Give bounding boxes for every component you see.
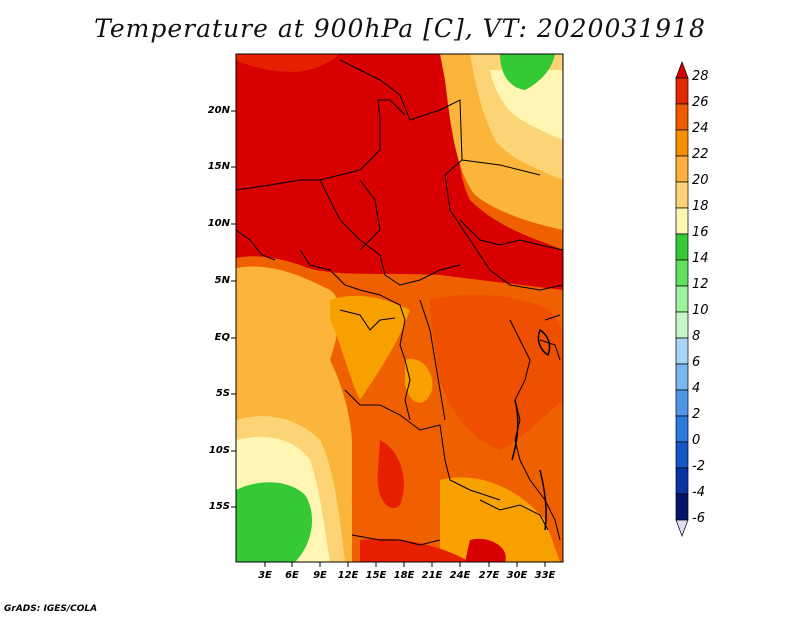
colorbar-label: 10: [692, 303, 709, 318]
lat-ticks: [231, 110, 236, 508]
angola-hot-spot: [377, 440, 404, 509]
lat-label-15s: 15S: [208, 501, 230, 512]
colorbar-swatch: [675, 285, 689, 313]
colorbar-label: 20: [692, 173, 709, 188]
border-line-13: [235, 229, 276, 261]
lon-label-3e: 3E: [258, 570, 272, 581]
southern-hottest-spot: [465, 538, 506, 562]
lat-label-5s: 5S: [215, 388, 230, 399]
lon-label-33e: 33E: [534, 570, 556, 581]
border-line-1: [339, 59, 564, 291]
colorbar-swatch: [675, 259, 689, 287]
colorbar-label: 2: [692, 407, 701, 422]
lon-ticks: [264, 562, 546, 567]
border-line-8: [351, 534, 441, 546]
border-line-4: [359, 179, 381, 251]
border-line-2: [319, 99, 406, 181]
colorbar-swatch: [675, 363, 689, 391]
colorbar-label: 8: [692, 329, 701, 344]
lon-label-12e: 12E: [337, 570, 359, 581]
colorbar-swatch: [675, 493, 689, 521]
lake-tanganyika: [511, 399, 519, 461]
colorbar-swatch: [675, 103, 689, 131]
colorbar-label: -2: [692, 459, 705, 474]
map-frame: [235, 53, 564, 563]
border-line-15: [479, 499, 549, 531]
lat-label-5n: 5N: [214, 275, 230, 286]
lon-label-21e: 21E: [421, 570, 443, 581]
lakes: [511, 328, 551, 531]
border-line-3: [235, 179, 461, 286]
grads-credit: GrADS: IGES/COLA: [4, 604, 98, 614]
colorbar-swatch: [675, 77, 689, 105]
colorbar-label: 16: [692, 225, 709, 240]
lake-victoria: [537, 328, 551, 357]
lat-label-15n: 15N: [207, 161, 230, 172]
east-africa-zone: [430, 294, 563, 450]
southern-hot-zone: [360, 538, 470, 562]
northeast-coolest-zone: [490, 70, 563, 140]
colorbar-label: 6: [692, 355, 701, 370]
colorbar: [675, 61, 689, 537]
colorbar-swatch: [675, 129, 689, 157]
lat-label-20n: 20N: [207, 105, 230, 116]
colorbar-bottom-arrow: [675, 519, 689, 537]
colorbar-label: 14: [692, 251, 709, 266]
colorbar-label: 0: [692, 433, 701, 448]
lon-label-6e: 6E: [285, 570, 299, 581]
red-sea-green-zone: [500, 54, 555, 90]
sahel-hot-zone: [236, 54, 563, 290]
lon-label-9e: 9E: [313, 570, 327, 581]
lake-malawi: [539, 469, 547, 531]
colorbar-swatch: [675, 181, 689, 209]
lat-label-eq: EQ: [214, 332, 230, 343]
lon-label-24e: 24E: [449, 570, 471, 581]
border-line-7: [344, 389, 501, 501]
colorbar-label: 18: [692, 199, 709, 214]
colorbar-swatch: [675, 337, 689, 365]
lon-label-27e: 27E: [478, 570, 500, 581]
colorbar-swatch: [675, 233, 689, 261]
colorbar-swatch: [675, 311, 689, 339]
colorbar-label: -4: [692, 485, 705, 500]
border-line-14: [419, 299, 446, 421]
lon-label-15e: 15E: [365, 570, 387, 581]
colorbar-label: 26: [692, 95, 709, 110]
colorbar-swatch: [675, 467, 689, 495]
border-line-5: [299, 249, 411, 421]
colorbar-top-arrow: [675, 61, 689, 79]
border-line-11: [539, 314, 561, 361]
lat-label-10n: 10N: [207, 218, 230, 229]
lon-label-18e: 18E: [393, 570, 415, 581]
lon-label-30e: 30E: [506, 570, 528, 581]
colorbar-swatch: [675, 441, 689, 469]
east-congo-warm-spot: [405, 359, 433, 403]
border-line-9: [459, 219, 564, 251]
colorbar-label: 24: [692, 121, 709, 136]
congo-basin-zone: [330, 295, 410, 400]
colorbar-swatch: [675, 389, 689, 417]
colorbar-label: 12: [692, 277, 709, 292]
colorbar-label: 28: [692, 69, 709, 84]
colorbar-label: -6: [692, 511, 705, 526]
colorbar-swatch: [675, 207, 689, 235]
colorbar-label: 22: [692, 147, 709, 162]
border-line-12: [461, 159, 541, 176]
atlantic-green-zone: [236, 482, 313, 562]
chart-title: Temperature at 900hPa [C], VT: 202003191…: [94, 14, 706, 43]
colorbar-label: 4: [692, 381, 701, 396]
border-line-6: [339, 309, 396, 331]
map-plot: [236, 54, 563, 562]
colorbar-swatch: [675, 415, 689, 443]
sahara-north-zone: [236, 54, 340, 72]
lat-label-10s: 10S: [208, 445, 230, 456]
colorbar-swatch: [675, 155, 689, 183]
